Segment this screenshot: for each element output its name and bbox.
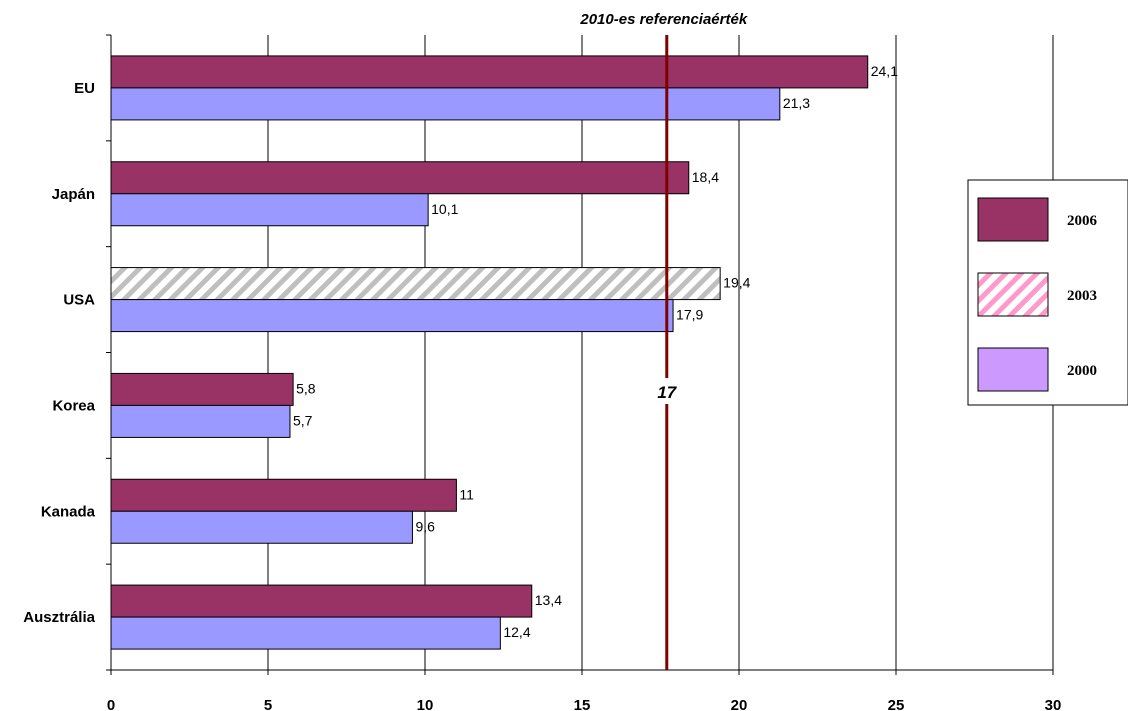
bar-2000 — [110, 299, 674, 333]
legend-label: 2000 — [1067, 363, 1097, 379]
bar-2000 — [110, 616, 501, 650]
category-label: Korea — [52, 397, 95, 414]
data-label: 19,4 — [723, 275, 750, 291]
category-label: USA — [63, 292, 95, 309]
legend-label: 2006 — [1067, 213, 1098, 229]
bar-2003 — [110, 267, 721, 301]
x-tick-label: 30 — [1045, 697, 1062, 711]
data-label: 13,4 — [535, 592, 562, 608]
x-tick-label: 10 — [417, 697, 434, 711]
legend-label: 2003 — [1067, 288, 1097, 304]
bar-2000 — [110, 193, 429, 227]
bar-2006 — [110, 55, 869, 89]
bar-2000 — [110, 87, 781, 121]
legend-swatch-2000 — [977, 347, 1049, 392]
data-label: 5,8 — [296, 380, 316, 396]
data-label: 10,1 — [431, 201, 458, 217]
x-tick-label: 15 — [574, 697, 591, 711]
x-tick-label: 0 — [107, 697, 115, 711]
category-label: Ausztrália — [23, 609, 95, 626]
data-label: 12,4 — [503, 624, 530, 640]
bar-2006 — [110, 478, 457, 512]
data-label: 11 — [459, 486, 474, 502]
x-tick-label: 20 — [731, 697, 748, 711]
reference-line-title: 2010-es referenciaérték — [579, 11, 747, 28]
reference-value-bg — [648, 378, 685, 404]
data-label: 18,4 — [692, 169, 719, 185]
x-tick-label: 5 — [264, 697, 272, 711]
category-label: EU — [74, 80, 95, 97]
bar-2006 — [110, 372, 294, 406]
data-label: 5,7 — [293, 412, 313, 428]
data-label: 9,6 — [415, 518, 435, 534]
legend-swatch-2003 — [977, 272, 1049, 317]
bar-2006 — [110, 161, 690, 195]
bar-2000 — [110, 510, 413, 544]
data-label: 17,9 — [676, 307, 703, 323]
x-tick-label: 25 — [888, 697, 905, 711]
bar-2006 — [110, 584, 533, 618]
reference-line-value: 17 — [657, 383, 677, 402]
legend-swatch-2006 — [977, 197, 1049, 242]
data-label: 24,1 — [871, 63, 898, 79]
category-label: Japán — [52, 186, 95, 203]
data-label: 21,3 — [783, 95, 810, 111]
category-label: Kanada — [41, 503, 96, 520]
bar-2000 — [110, 404, 291, 438]
